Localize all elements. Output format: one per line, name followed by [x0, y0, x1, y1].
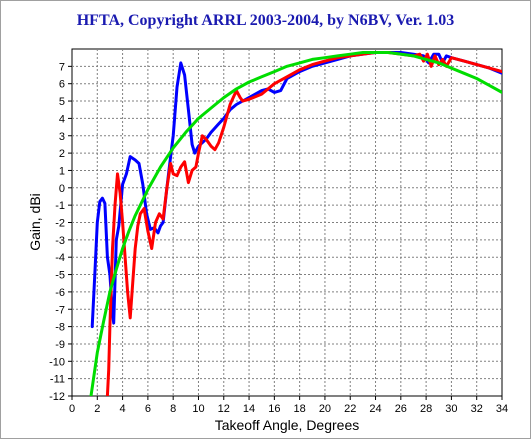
x-tick-label: 26 — [395, 403, 407, 415]
y-tick-label: 6 — [59, 79, 65, 91]
y-tick-label: -3 — [55, 235, 65, 247]
x-tick-label: 2 — [94, 403, 100, 415]
x-tick-label: 32 — [471, 403, 483, 415]
chart-title: HFTA, Copyright ARRL 2003-2004, by N6BV,… — [76, 12, 455, 29]
x-tick-label: 24 — [369, 403, 381, 415]
y-tick-label: -8 — [55, 322, 65, 334]
y-tick-label: -1 — [55, 200, 65, 212]
x-tick-label: 4 — [120, 403, 126, 415]
y-tick-label: 0 — [59, 183, 65, 195]
y-tick-label: 1 — [59, 165, 65, 177]
x-tick-label: 14 — [243, 403, 255, 415]
x-tick-label: 34 — [496, 403, 508, 415]
x-tick-label: 28 — [420, 403, 432, 415]
y-tick-label: -10 — [49, 356, 65, 368]
y-tick-label: 2 — [59, 148, 65, 160]
y-tick-label: 4 — [59, 113, 65, 125]
y-tick-label: -5 — [55, 270, 65, 282]
x-tick-label: 6 — [145, 403, 151, 415]
axis-ticks: 0 2 4 6 8 10 12 14 16 18 20 22 24 26 28 30 32 3476543210-… — [49, 61, 508, 415]
x-tick-label: 30 — [445, 403, 457, 415]
x-tick-label: 16 — [268, 403, 280, 415]
x-tick-label: 22 — [344, 403, 356, 415]
x-tick-label: 18 — [294, 403, 306, 415]
x-tick-label: 8 — [170, 403, 176, 415]
y-tick-label: 7 — [59, 61, 65, 73]
plot-area — [71, 48, 503, 397]
y-tick-label: 3 — [59, 131, 65, 143]
series-line-3 — [89, 51, 502, 396]
x-tick-label: 12 — [218, 403, 230, 415]
y-tick-label: -12 — [49, 391, 65, 403]
x-tick-label: 0 — [69, 403, 75, 415]
y-tick-label: -7 — [55, 304, 65, 316]
series-group — [89, 51, 502, 396]
y-axis-label: Gain, dBi — [27, 193, 43, 251]
y-tick-label: -11 — [50, 374, 65, 386]
y-tick-label: -6 — [55, 287, 65, 299]
grid-lines — [72, 49, 502, 396]
y-tick-label: -2 — [55, 218, 65, 230]
x-tick-label: 10 — [192, 403, 204, 415]
y-tick-label: 5 — [59, 96, 65, 108]
x-axis-label: Takeoff Angle, Degrees — [215, 417, 360, 433]
y-tick-label: -9 — [55, 339, 65, 351]
y-tick-label: -4 — [55, 252, 65, 264]
x-tick-label: 20 — [319, 403, 331, 415]
